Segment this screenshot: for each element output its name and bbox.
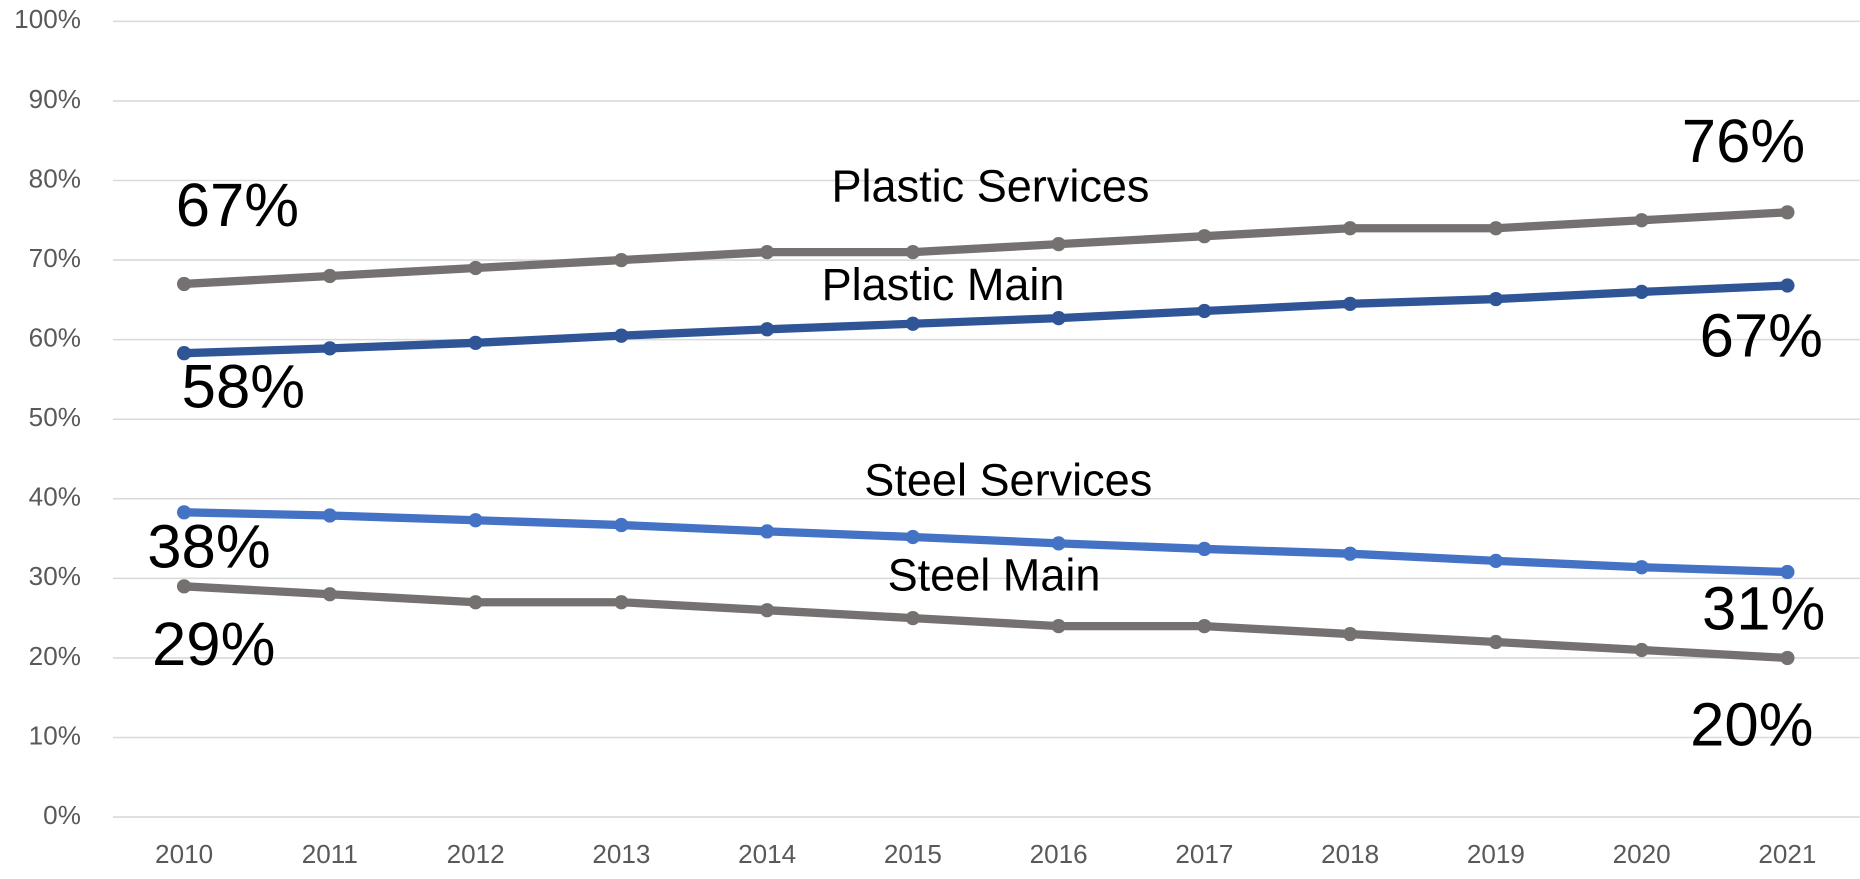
- data-point: [614, 252, 629, 268]
- data-point: [322, 268, 337, 284]
- data-point: [1197, 541, 1212, 557]
- data-point: [905, 611, 920, 626]
- data-point: [1197, 303, 1212, 319]
- x-tick-label: 2017: [1175, 839, 1233, 869]
- series-line: [183, 208, 1788, 289]
- y-tick-label: 90%: [29, 84, 81, 114]
- value-label: 29%: [152, 610, 275, 679]
- series-name: Plastic Services: [832, 161, 1150, 212]
- data-point: [322, 587, 337, 602]
- series-name: Steel Main: [888, 550, 1101, 601]
- data-point: [1780, 205, 1795, 220]
- data-point: [1343, 626, 1358, 642]
- series-line: [183, 281, 1788, 358]
- data-point: [759, 524, 775, 539]
- x-tick-label: 2015: [884, 839, 942, 869]
- data-point: [176, 276, 192, 292]
- data-point: [1197, 618, 1212, 634]
- data-point: [905, 244, 920, 260]
- y-tick-label: 20%: [29, 641, 81, 671]
- value-label: 67%: [176, 171, 299, 240]
- data-point: [1343, 546, 1358, 561]
- data-point: [1197, 229, 1212, 244]
- data-point: [322, 341, 337, 356]
- data-point: [1780, 650, 1795, 666]
- y-tick-label: 80%: [29, 163, 81, 193]
- y-tick-label: 70%: [29, 243, 81, 273]
- data-point: [176, 346, 192, 361]
- y-tick-label: 50%: [29, 402, 81, 432]
- data-point: [1780, 278, 1795, 293]
- series-line: [183, 582, 1788, 663]
- data-point: [1634, 560, 1649, 575]
- x-tick-label: 2013: [592, 839, 650, 869]
- data-point: [1634, 642, 1649, 658]
- x-tick-label: 2012: [447, 839, 505, 869]
- data-point: [468, 260, 483, 276]
- data-point: [759, 244, 775, 260]
- x-tick-label: 2011: [302, 839, 358, 869]
- data-point: [614, 595, 629, 610]
- y-tick-label: 40%: [29, 482, 81, 512]
- data-point: [176, 579, 192, 594]
- data-point: [1343, 296, 1358, 311]
- data-point: [1488, 291, 1503, 307]
- x-tick-label: 2010: [155, 839, 213, 869]
- data-point: [1488, 553, 1503, 568]
- value-label: 20%: [1690, 691, 1813, 760]
- y-tick-label: 30%: [29, 561, 81, 591]
- x-tick-label: 2021: [1758, 839, 1816, 869]
- data-point: [1780, 564, 1795, 580]
- data-point: [468, 595, 483, 610]
- data-point: [614, 517, 629, 533]
- data-point: [1488, 634, 1503, 650]
- data-point: [322, 508, 337, 523]
- y-tick-label: 0%: [43, 800, 81, 830]
- x-tick-label: 2014: [738, 839, 796, 869]
- data-point: [759, 322, 775, 337]
- data-point: [1051, 618, 1066, 634]
- value-label: 67%: [1700, 302, 1823, 371]
- series-name: Plastic Main: [822, 259, 1065, 310]
- value-label: 58%: [182, 353, 305, 422]
- data-point: [1051, 536, 1066, 551]
- series-line: [183, 508, 1788, 577]
- data-point: [468, 513, 483, 528]
- x-tick-label: 2016: [1030, 839, 1088, 869]
- x-tick-label: 2019: [1467, 839, 1525, 869]
- data-point: [1488, 221, 1503, 236]
- y-tick-label: 60%: [29, 323, 81, 353]
- y-tick-label: 100%: [14, 4, 81, 34]
- value-label: 38%: [147, 513, 270, 582]
- value-label: 31%: [1702, 574, 1825, 643]
- value-label: 76%: [1682, 107, 1805, 176]
- x-tick-label: 2018: [1321, 839, 1379, 869]
- data-point: [1634, 213, 1649, 228]
- data-point: [1051, 311, 1066, 326]
- data-point: [1634, 284, 1649, 300]
- data-point: [468, 335, 483, 350]
- data-point: [759, 603, 775, 618]
- x-tick-label: 2020: [1613, 839, 1671, 869]
- data-point: [614, 328, 629, 343]
- series-name: Steel Services: [864, 455, 1152, 506]
- data-point: [905, 529, 920, 545]
- data-point: [176, 505, 192, 520]
- data-point: [1343, 221, 1358, 236]
- data-point: [1051, 237, 1066, 252]
- data-point: [905, 316, 920, 331]
- y-tick-label: 10%: [29, 720, 81, 750]
